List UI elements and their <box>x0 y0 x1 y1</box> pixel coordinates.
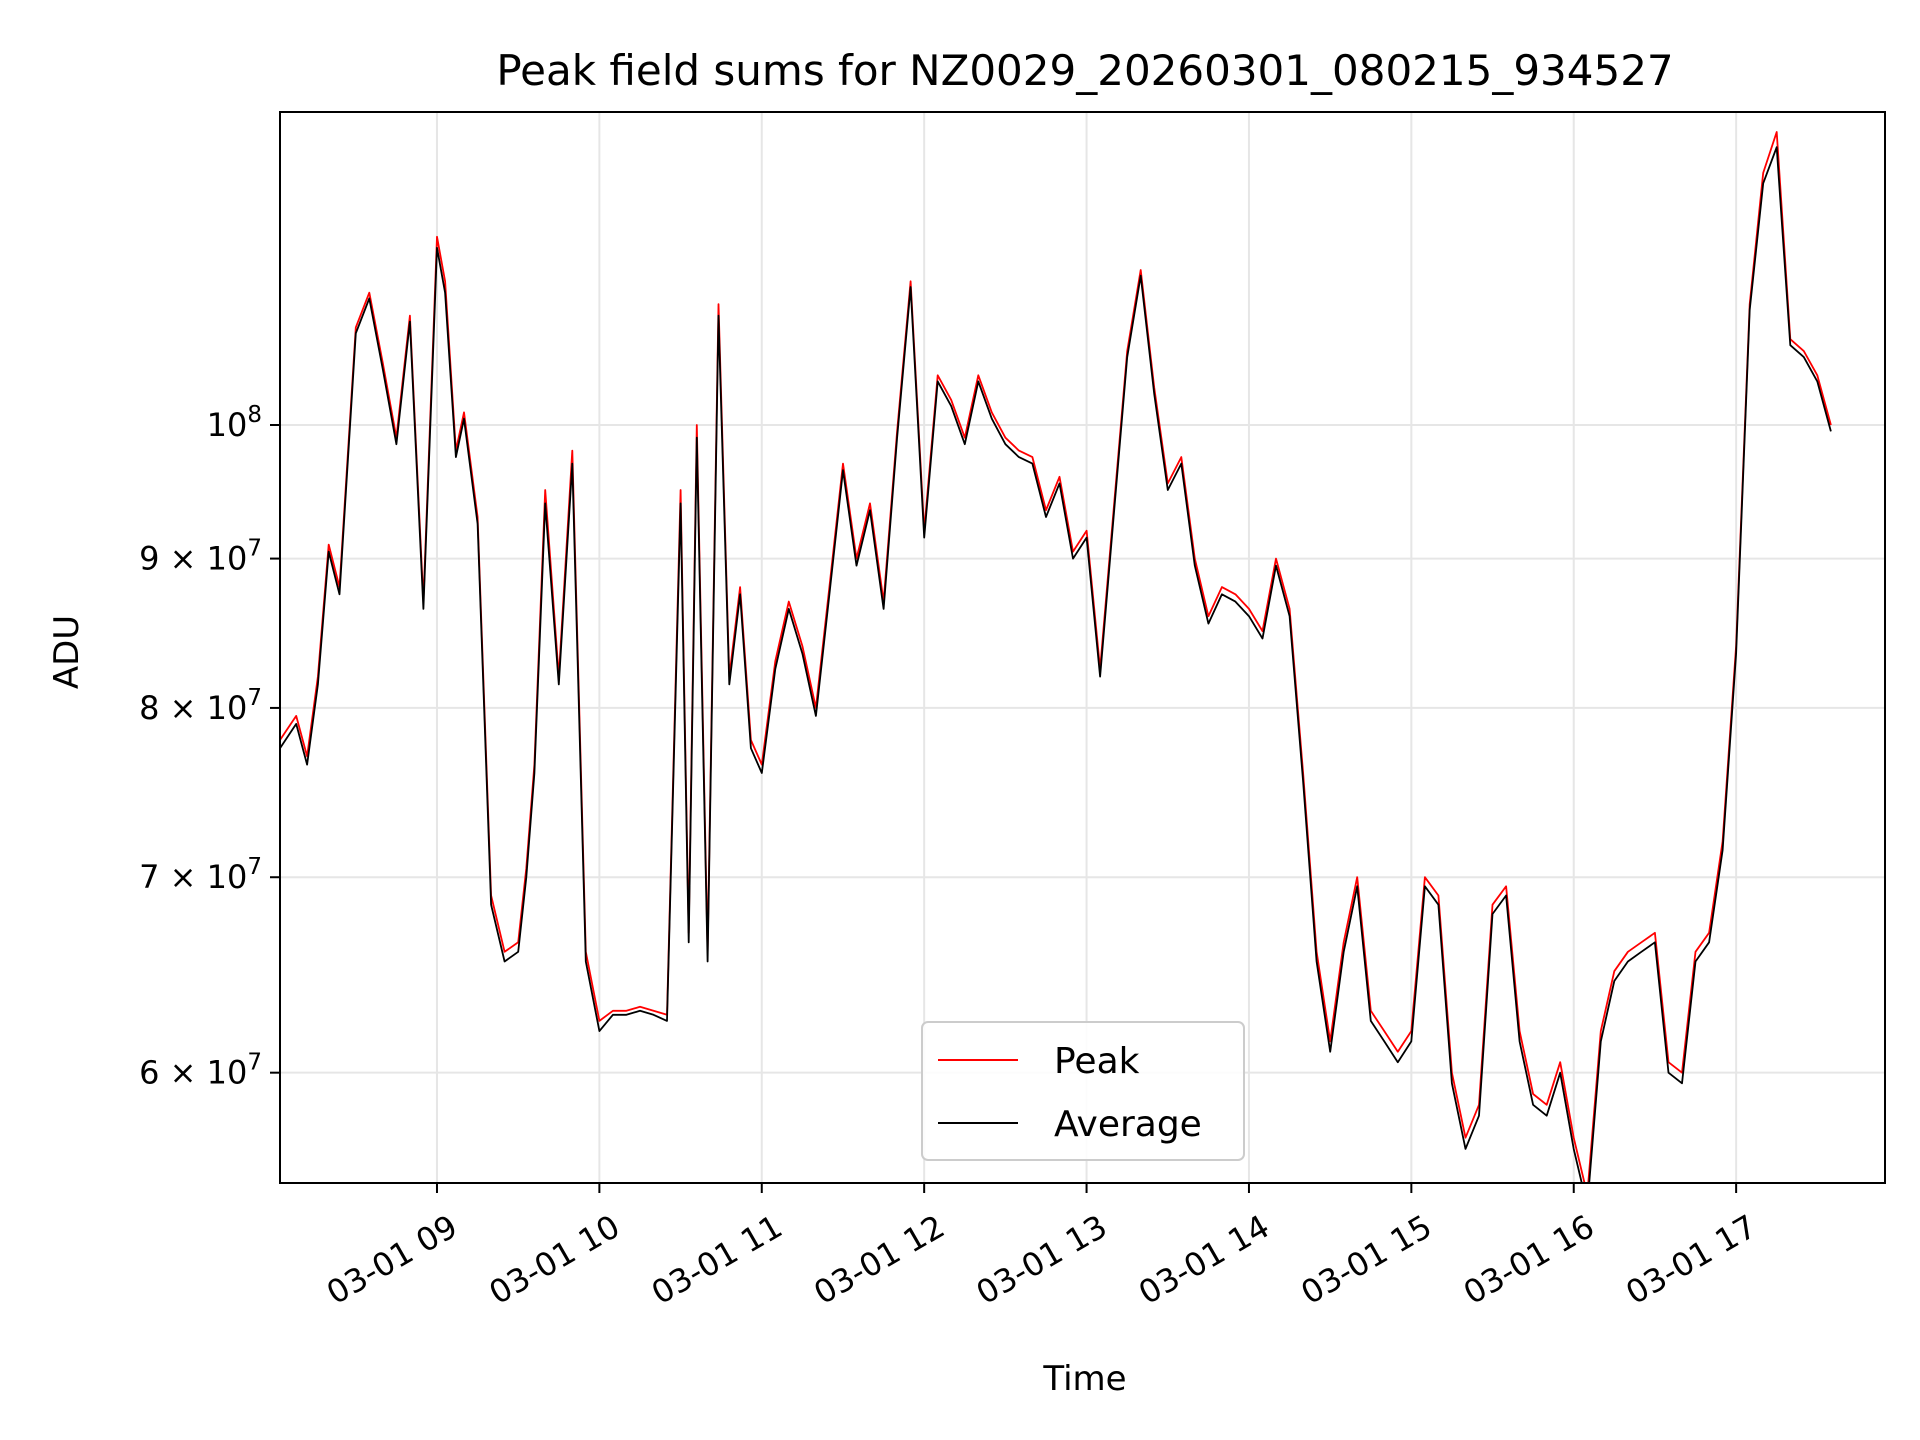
series-line-average <box>280 146 1832 1183</box>
x-axis-label: Time <box>1042 1359 1126 1399</box>
y-tick-label: 6 × 107 <box>139 1050 262 1092</box>
legend-box <box>921 1021 1245 1161</box>
series-line-peak <box>280 131 1832 1183</box>
legend-label-peak: Peak <box>1054 1041 1140 1082</box>
legend: Peak Average <box>921 1021 1245 1161</box>
y-tick-label: 108 <box>207 402 262 444</box>
y-axis: 6 × 107 7 × 107 8 × 107 9 × 107 108 <box>139 402 280 1092</box>
y-tick-label: 9 × 107 <box>139 536 262 578</box>
y-tick-label: 7 × 107 <box>139 854 262 896</box>
grid <box>280 112 1885 1183</box>
series-layer <box>280 131 1832 1183</box>
y-axis-label: ADU <box>47 615 87 689</box>
plot-frame <box>279 111 1886 1184</box>
y-tick-label: 8 × 107 <box>139 685 262 727</box>
legend-label-average: Average <box>1054 1104 1202 1145</box>
chart-title: Peak field sums for NZ0029_20260301_0802… <box>496 46 1673 95</box>
